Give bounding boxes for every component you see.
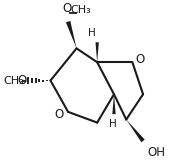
Polygon shape: [96, 42, 99, 62]
Text: O: O: [135, 53, 145, 66]
Polygon shape: [66, 21, 76, 48]
Polygon shape: [126, 119, 145, 142]
Polygon shape: [112, 94, 116, 114]
Text: OH: OH: [148, 146, 166, 159]
Text: CH₃: CH₃: [71, 5, 91, 15]
Text: H: H: [109, 119, 117, 129]
Text: O: O: [18, 74, 27, 87]
Text: H: H: [88, 28, 96, 38]
Text: O: O: [54, 108, 63, 121]
Text: CH₃: CH₃: [3, 76, 24, 85]
Text: O: O: [63, 2, 72, 15]
